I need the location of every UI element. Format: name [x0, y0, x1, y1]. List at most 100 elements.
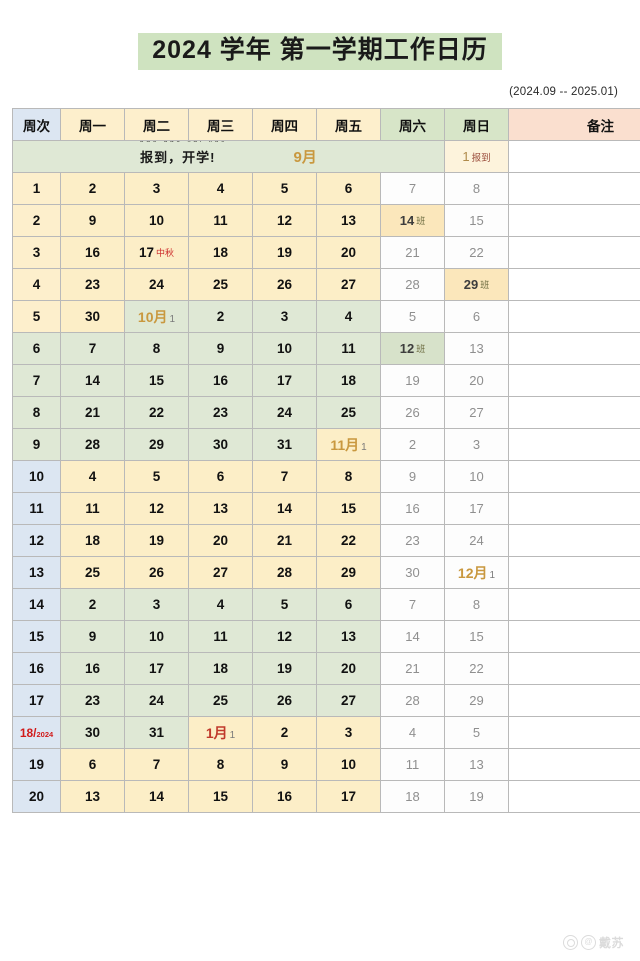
calendar-day-cell[interactable]: 25: [316, 396, 381, 429]
calendar-day-cell[interactable]: 5: [124, 460, 189, 493]
calendar-day-cell[interactable]: 6: [188, 460, 253, 493]
calendar-day-cell[interactable]: 11: [188, 204, 253, 237]
calendar-day-cell[interactable]: 22: [444, 236, 509, 269]
calendar-day-cell[interactable]: 14: [60, 364, 125, 397]
calendar-day-cell[interactable]: 9: [380, 460, 445, 493]
calendar-day-cell[interactable]: 17: [316, 780, 381, 813]
notes-cell[interactable]: [508, 428, 640, 461]
calendar-day-cell[interactable]: 23: [60, 268, 125, 301]
calendar-day-cell[interactable]: 10: [316, 748, 381, 781]
calendar-day-cell[interactable]: 17 中秋: [124, 236, 189, 269]
calendar-day-cell[interactable]: 19: [124, 524, 189, 557]
calendar-day-cell[interactable]: 18: [188, 652, 253, 685]
calendar-day-cell[interactable]: 31: [124, 716, 189, 749]
calendar-day-cell[interactable]: 5: [380, 300, 445, 333]
calendar-day-cell[interactable]: 12: [124, 492, 189, 525]
calendar-day-cell[interactable]: 13: [188, 492, 253, 525]
calendar-day-cell[interactable]: 7: [60, 332, 125, 365]
calendar-day-cell[interactable]: 26: [124, 556, 189, 589]
calendar-day-cell[interactable]: 24: [444, 524, 509, 557]
notes-cell[interactable]: [508, 332, 640, 365]
calendar-day-cell[interactable]: 5: [444, 716, 509, 749]
calendar-day-cell[interactable]: 27: [444, 396, 509, 429]
calendar-day-cell[interactable]: 8: [444, 588, 509, 621]
calendar-day-cell[interactable]: 21: [380, 652, 445, 685]
calendar-day-cell[interactable]: 29: [316, 556, 381, 589]
calendar-day-cell[interactable]: 24: [124, 684, 189, 717]
calendar-day-cell[interactable]: 11: [188, 620, 253, 653]
calendar-day-cell[interactable]: 7: [252, 460, 317, 493]
calendar-day-cell[interactable]: 15: [444, 620, 509, 653]
calendar-day-cell[interactable]: 16: [60, 236, 125, 269]
calendar-day-cell[interactable]: 3: [316, 716, 381, 749]
calendar-day-cell[interactable]: 4: [188, 588, 253, 621]
calendar-day-cell[interactable]: 3: [252, 300, 317, 333]
calendar-day-cell[interactable]: 19: [444, 780, 509, 813]
calendar-day-cell[interactable]: 17: [124, 652, 189, 685]
calendar-day-cell[interactable]: 8: [188, 748, 253, 781]
calendar-day-cell[interactable]: 15: [188, 780, 253, 813]
notes-cell[interactable]: [508, 396, 640, 429]
calendar-day-cell[interactable]: 5: [252, 588, 317, 621]
calendar-day-cell[interactable]: 12 班: [380, 332, 445, 365]
notes-cell[interactable]: [508, 588, 640, 621]
calendar-day-cell[interactable]: 16: [60, 652, 125, 685]
calendar-day-cell[interactable]: 2: [188, 300, 253, 333]
calendar-day-cell[interactable]: 27: [316, 268, 381, 301]
calendar-day-cell[interactable]: 7: [380, 588, 445, 621]
calendar-day-cell[interactable]: 18: [60, 524, 125, 557]
calendar-day-cell[interactable]: 18: [316, 364, 381, 397]
calendar-day-cell[interactable]: 18: [380, 780, 445, 813]
calendar-day-cell[interactable]: 6: [444, 300, 509, 333]
calendar-day-cell[interactable]: 2: [60, 588, 125, 621]
calendar-day-cell[interactable]: 12: [252, 204, 317, 237]
calendar-day-cell[interactable]: 26: [252, 268, 317, 301]
notes-cell[interactable]: [508, 524, 640, 557]
calendar-day-cell[interactable]: 1月 1: [188, 716, 253, 749]
calendar-day-cell[interactable]: 4: [188, 172, 253, 205]
calendar-day-cell[interactable]: 27: [188, 556, 253, 589]
calendar-day-cell[interactable]: 12: [252, 620, 317, 653]
calendar-day-cell[interactable]: 7: [124, 748, 189, 781]
calendar-day-cell[interactable]: 3: [124, 588, 189, 621]
calendar-day-cell[interactable]: 29: [444, 684, 509, 717]
calendar-day-cell[interactable]: 9: [60, 620, 125, 653]
calendar-day-cell[interactable]: 10: [124, 620, 189, 653]
notes-cell[interactable]: [508, 364, 640, 397]
calendar-day-cell[interactable]: 24: [124, 268, 189, 301]
calendar-day-cell[interactable]: 11: [60, 492, 125, 525]
notes-cell[interactable]: [508, 652, 640, 685]
calendar-day-cell[interactable]: 31: [252, 428, 317, 461]
calendar-day-cell[interactable]: 6: [316, 588, 381, 621]
notes-cell[interactable]: [508, 716, 640, 749]
notes-cell[interactable]: [508, 556, 640, 589]
calendar-day-cell[interactable]: 14: [124, 780, 189, 813]
calendar-day-cell[interactable]: 22: [124, 396, 189, 429]
calendar-day-cell[interactable]: 16: [188, 364, 253, 397]
calendar-day-cell[interactable]: 6: [316, 172, 381, 205]
calendar-day-cell[interactable]: 20: [316, 236, 381, 269]
calendar-day-cell[interactable]: 21: [380, 236, 445, 269]
calendar-day-cell[interactable]: 8: [316, 460, 381, 493]
calendar-day-cell[interactable]: 4: [380, 716, 445, 749]
calendar-day-cell[interactable]: 28: [380, 684, 445, 717]
calendar-day-cell[interactable]: 21: [252, 524, 317, 557]
calendar-day-cell[interactable]: 8: [444, 172, 509, 205]
calendar-day-cell[interactable]: 23: [60, 684, 125, 717]
calendar-day-cell[interactable]: 13: [444, 748, 509, 781]
calendar-day-cell[interactable]: 22: [444, 652, 509, 685]
calendar-day-cell[interactable]: 10: [252, 332, 317, 365]
calendar-day-cell[interactable]: 19: [252, 652, 317, 685]
notes-cell[interactable]: [508, 492, 640, 525]
calendar-day-cell[interactable]: 23: [380, 524, 445, 557]
calendar-day-cell[interactable]: 2: [60, 172, 125, 205]
calendar-day-cell[interactable]: 28: [252, 556, 317, 589]
calendar-day-cell[interactable]: 2: [252, 716, 317, 749]
calendar-day-cell[interactable]: 20: [316, 652, 381, 685]
calendar-day-cell[interactable]: 18: [188, 236, 253, 269]
calendar-day-cell[interactable]: 15: [316, 492, 381, 525]
calendar-day-cell[interactable]: 14: [380, 620, 445, 653]
calendar-day-cell[interactable]: 23: [188, 396, 253, 429]
calendar-day-cell[interactable]: 19: [380, 364, 445, 397]
calendar-day-cell[interactable]: 11月 1: [316, 428, 381, 461]
